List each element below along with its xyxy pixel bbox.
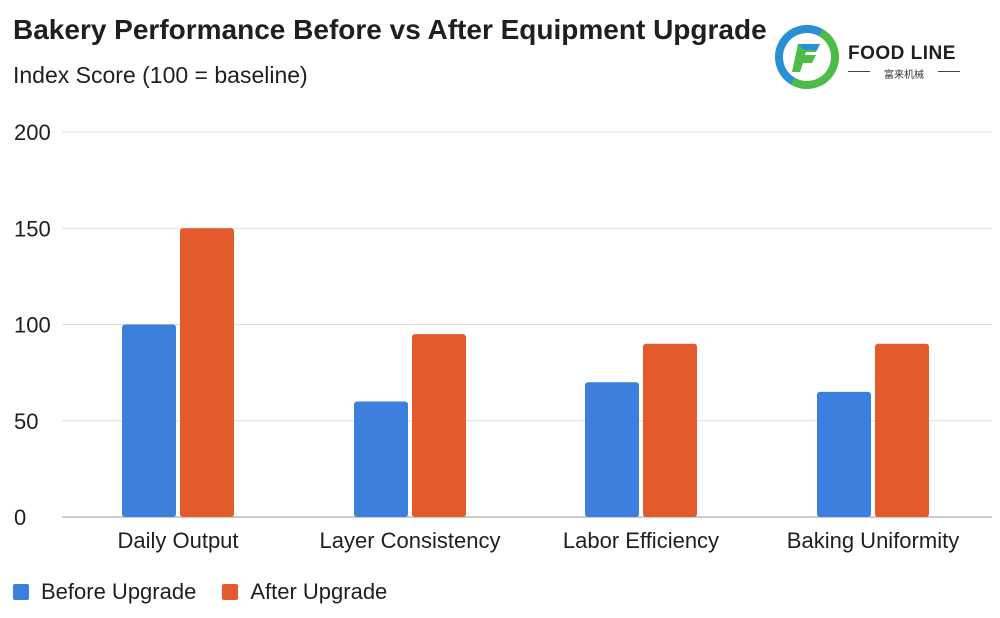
bar-after <box>875 343 929 517</box>
y-tick-label: 50 <box>14 409 38 434</box>
logo-divider-right <box>938 71 960 72</box>
bar-after <box>412 334 466 517</box>
logo-text: FOOD LINE <box>848 43 956 64</box>
legend-swatch-before <box>13 584 29 600</box>
bar-before <box>817 391 871 517</box>
legend-item-before: Before Upgrade <box>13 579 196 605</box>
x-tick-label: Daily Output <box>117 528 238 553</box>
bar-after <box>180 228 234 517</box>
bar-before <box>354 401 408 517</box>
legend-label-after: After Upgrade <box>250 579 388 604</box>
legend-label-before: Before Upgrade <box>41 579 197 604</box>
x-tick-label: Layer Consistency <box>320 528 501 553</box>
food-line-logo: FOOD LINE 富来机械 <box>774 24 974 94</box>
x-tick-label: Labor Efficiency <box>563 528 719 553</box>
x-tick-label: Baking Uniformity <box>787 528 959 553</box>
chart-subtitle: Index Score (100 = baseline) <box>13 62 308 88</box>
logo-divider-left <box>848 71 870 72</box>
legend-item-after: After Upgrade <box>222 579 387 605</box>
y-tick-label: 150 <box>14 216 51 241</box>
bar-after <box>643 343 697 517</box>
food-line-logo-icon <box>775 25 839 89</box>
legend: Before Upgrade After Upgrade <box>13 579 413 605</box>
y-tick-label: 200 <box>14 120 51 145</box>
y-tick-label: 0 <box>14 505 26 530</box>
y-tick-label: 100 <box>14 313 51 338</box>
bar-before <box>122 324 176 517</box>
legend-swatch-after <box>222 584 239 600</box>
bar-before <box>585 382 639 517</box>
logo-subtext: 富来机械 <box>884 70 924 81</box>
chart-title: Bakery Performance Before vs After Equip… <box>13 14 767 45</box>
